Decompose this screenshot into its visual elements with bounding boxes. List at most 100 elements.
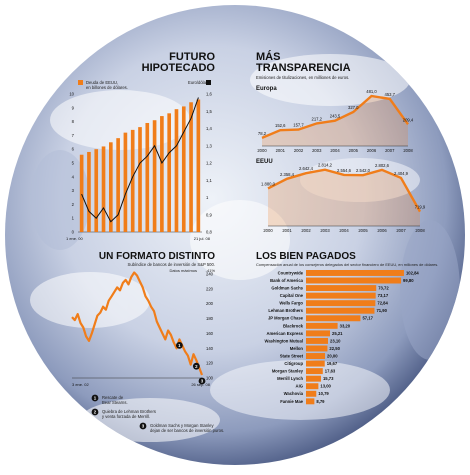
paid-bar bbox=[306, 330, 331, 337]
mortgage-ytick-left-6: 6 bbox=[72, 147, 75, 152]
note-num-1: 1 bbox=[94, 396, 97, 401]
paid-subtitle: Compensación anual de los consejeros del… bbox=[256, 262, 438, 267]
paid-bar bbox=[306, 353, 326, 359]
transparency-panel: MÁS TRANSPARENCIA Emisiones de titulizac… bbox=[256, 50, 426, 233]
mortgage-panel: FUTURO HIPOTECADO Deuda de EEUU, en bill… bbox=[66, 51, 215, 241]
mortgage-x-start: 1 ene. 00 bbox=[66, 236, 83, 241]
usa-value-label: 2.358,4 bbox=[280, 172, 295, 177]
paid-chart: Countrywide 102,84 Bank of America 99,80 Gol… bbox=[265, 270, 419, 405]
paid-bar bbox=[306, 300, 376, 307]
europe-xtick: 2004 bbox=[330, 148, 340, 153]
europe-chart: 2000 2001 2002 2003 2004 2005 2006 2007 2008 78,2… bbox=[257, 89, 414, 153]
mortgage-ytick-left-0: 0 bbox=[72, 230, 75, 235]
usa-area bbox=[268, 169, 420, 226]
mortgage-title-line2: HIPOTECADO bbox=[142, 62, 216, 74]
usa-xtick: 2006 bbox=[377, 228, 387, 233]
paid-bar-value: 10,79 bbox=[318, 391, 329, 396]
mortgage-debt-bar bbox=[181, 106, 186, 232]
mortgage-debt-bar bbox=[174, 109, 179, 232]
legend-swatch-euro bbox=[206, 80, 211, 85]
format-event-marker-1 bbox=[175, 341, 183, 349]
usa-xtick: 2004 bbox=[339, 228, 349, 233]
mortgage-debt-bar bbox=[109, 142, 113, 232]
paid-bar-value: 73,72 bbox=[378, 286, 389, 291]
mortgage-ytick-left-4: 4 bbox=[72, 174, 75, 179]
paid-bar-label: Washington Mutual bbox=[265, 338, 303, 343]
mortgage-debt-bar bbox=[167, 113, 171, 232]
legend-debt-line2: en billones de dólares. bbox=[86, 85, 128, 90]
paid-bar-value: 20,00 bbox=[327, 353, 338, 358]
mortgage-debt-bar bbox=[145, 122, 150, 232]
paid-bar-label: Lehman Brothers bbox=[268, 308, 303, 313]
note-text-2-line1: Quiebra de Lehman Brothers bbox=[102, 409, 156, 414]
paid-bar bbox=[306, 390, 317, 397]
europe-xtick: 2003 bbox=[312, 148, 322, 153]
usa-xtick: 2008 bbox=[415, 228, 425, 233]
paid-bar-value: 25,21 bbox=[332, 331, 343, 336]
paid-bar bbox=[306, 368, 323, 375]
paid-bar bbox=[306, 270, 404, 276]
transparency-title-line2: TRANSPARENCIA bbox=[256, 62, 351, 74]
europe-value-label: 481,0 bbox=[366, 89, 377, 94]
paid-bar bbox=[306, 375, 321, 382]
transparency-subtitle: Emisiones de titulizaciones, en millione… bbox=[256, 75, 349, 80]
europe-value-label: 243,5 bbox=[330, 114, 341, 119]
mortgage-debt-bar bbox=[87, 151, 91, 232]
note-text-3-line1: Goldman Sachs y Morgan Stanley bbox=[150, 423, 214, 428]
mortgage-ytick-left-1: 1 bbox=[72, 216, 75, 221]
paid-bar bbox=[306, 345, 328, 352]
note-text-1-line1: Rescate de bbox=[102, 395, 124, 400]
paid-bar-label: Fannie Mae bbox=[280, 399, 303, 404]
paid-bar-label: Merrill Lynch bbox=[277, 376, 303, 381]
note-marker-3 bbox=[139, 422, 147, 430]
mortgage-debt-bar bbox=[101, 146, 106, 232]
note-marker-1 bbox=[91, 394, 99, 402]
format-pct: -41% bbox=[206, 268, 216, 273]
format-chart: 100 120 140 160 180 200 220 240 1 2 3 bbox=[71, 271, 214, 385]
usa-label: EEUU bbox=[256, 159, 273, 165]
format-ytick-2: 140 bbox=[206, 346, 214, 351]
mortgage-ytick-left-2: 2 bbox=[72, 202, 75, 207]
paid-bar-value: 8,79 bbox=[316, 399, 325, 404]
usa-chart: 2000 2001 2002 2003 2004 2005 2006 2007 2008 1.88… bbox=[261, 163, 426, 233]
usa-value-label: 2.404,9 bbox=[394, 171, 409, 176]
paid-bar-value: 102,84 bbox=[406, 270, 419, 275]
usa-value-label: 2.542,0 bbox=[356, 168, 371, 173]
paid-bar bbox=[306, 277, 402, 284]
europe-line bbox=[261, 94, 409, 140]
usa-xtick: 2003 bbox=[320, 228, 330, 233]
format-ytick-7: 240 bbox=[206, 272, 214, 277]
europe-value-label: 453,7 bbox=[385, 92, 396, 97]
paid-bar bbox=[306, 322, 338, 329]
paid-bar bbox=[306, 292, 376, 299]
format-ytick-0: 100 bbox=[206, 376, 214, 381]
paid-bar-value: 19,67 bbox=[327, 361, 338, 366]
paid-title: LOS BIEN PAGADOS bbox=[256, 251, 356, 262]
mortgage-debt-bar bbox=[138, 127, 142, 232]
format-subtitle: Subíndice de bancos de inversión de S&P … bbox=[128, 262, 215, 267]
europe-label: Europa bbox=[256, 86, 277, 92]
paid-bar-value: 72,84 bbox=[377, 301, 388, 306]
mortgage-eurodollar-line bbox=[81, 97, 199, 223]
format-event-marker-2 bbox=[192, 362, 200, 370]
paid-panel: LOS BIEN PAGADOS Compensación anual de l… bbox=[256, 251, 438, 405]
mortgage-ytick-left-5: 5 bbox=[72, 161, 75, 166]
paid-bar-label: State Street bbox=[280, 353, 304, 358]
paid-bar-label: Citigroup bbox=[284, 361, 303, 366]
europe-value-label: 78,2 bbox=[258, 131, 267, 136]
europe-value-label: 327,0 bbox=[348, 105, 359, 110]
paid-bar bbox=[306, 285, 377, 292]
transparency-title-line1: MÁS bbox=[256, 50, 280, 63]
mortgage-ytick-right-7: 1,5 bbox=[206, 109, 212, 114]
mortgage-x-end: 21 jul. 08 bbox=[194, 236, 211, 241]
paid-bar-value: 13,00 bbox=[320, 384, 331, 389]
europe-value-label: 157,7 bbox=[293, 123, 304, 128]
note-text-3-line2: dejan de ser bancos de inversión puros. bbox=[150, 428, 224, 433]
mortgage-ytick-right-0: 0,8 bbox=[206, 230, 212, 235]
note-text-1-line2: Bear Stearns. bbox=[102, 400, 128, 405]
europe-xtick: 2008 bbox=[403, 148, 413, 153]
mortgage-debt-bar bbox=[130, 129, 135, 232]
paid-bar-label: Wells Fargo bbox=[279, 301, 303, 306]
mortgage-ytick-left-8: 8 bbox=[72, 119, 75, 124]
